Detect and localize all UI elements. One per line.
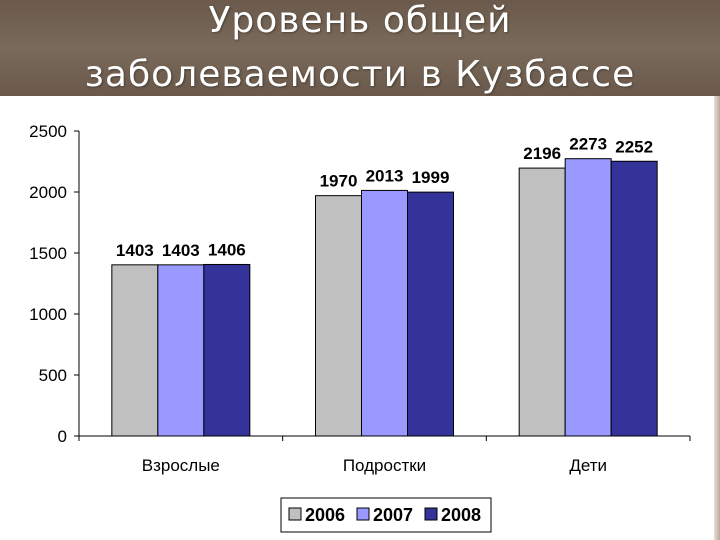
legend-swatch-2007 xyxy=(356,507,370,521)
bar-2008-3 xyxy=(610,160,658,437)
bar-chart: 0 500 1000 1500 2000 2500 1403 1403 1406 Взрослые… xyxy=(29,122,691,533)
slide-title: Уровень общей заболеваемости в Кузбассе xyxy=(0,0,720,102)
data-label: 1403 xyxy=(162,241,200,260)
data-label: 1406 xyxy=(208,240,246,259)
bar-2008-2 xyxy=(407,191,454,437)
legend-swatch-2006 xyxy=(288,507,302,521)
legend-label-2008: 2008 xyxy=(441,505,481,525)
data-label: 1403 xyxy=(116,241,154,260)
slide-edge-decoration xyxy=(714,96,720,540)
data-label: 2273 xyxy=(569,135,607,154)
y-tick-label: 2000 xyxy=(29,183,67,202)
bar-2006-3 xyxy=(518,167,566,437)
title-line-2: заболеваемости в Кузбассе xyxy=(84,54,636,95)
y-tick-label: 2500 xyxy=(29,122,67,141)
bar-2007-1 xyxy=(157,264,205,437)
x-category-label: Дети xyxy=(569,456,607,475)
x-category-label: Подростки xyxy=(343,456,426,475)
legend-box xyxy=(280,497,492,533)
bar-2006-1 xyxy=(111,264,159,437)
y-tick-label: 1000 xyxy=(29,305,67,324)
title-line-1: Уровень общей xyxy=(208,0,512,41)
y-tick-label: 0 xyxy=(58,427,67,446)
legend-label-2007: 2007 xyxy=(373,505,413,525)
data-label: 2196 xyxy=(523,144,561,163)
bar-2007-2 xyxy=(361,189,408,437)
bar-2007-3 xyxy=(564,158,612,437)
data-label: 2013 xyxy=(366,166,404,185)
bar-2006-2 xyxy=(315,195,362,437)
data-label: 1970 xyxy=(320,172,358,191)
data-label: 1999 xyxy=(412,168,450,187)
bar-2008-1 xyxy=(203,263,251,437)
y-tick-label: 500 xyxy=(39,366,67,385)
y-tick-label: 1500 xyxy=(29,244,67,263)
legend-swatch-2008 xyxy=(424,507,438,521)
data-label: 2252 xyxy=(615,137,653,156)
legend-label-2006: 2006 xyxy=(305,505,345,525)
title-band xyxy=(0,0,720,96)
x-category-label: Взрослые xyxy=(142,456,220,475)
